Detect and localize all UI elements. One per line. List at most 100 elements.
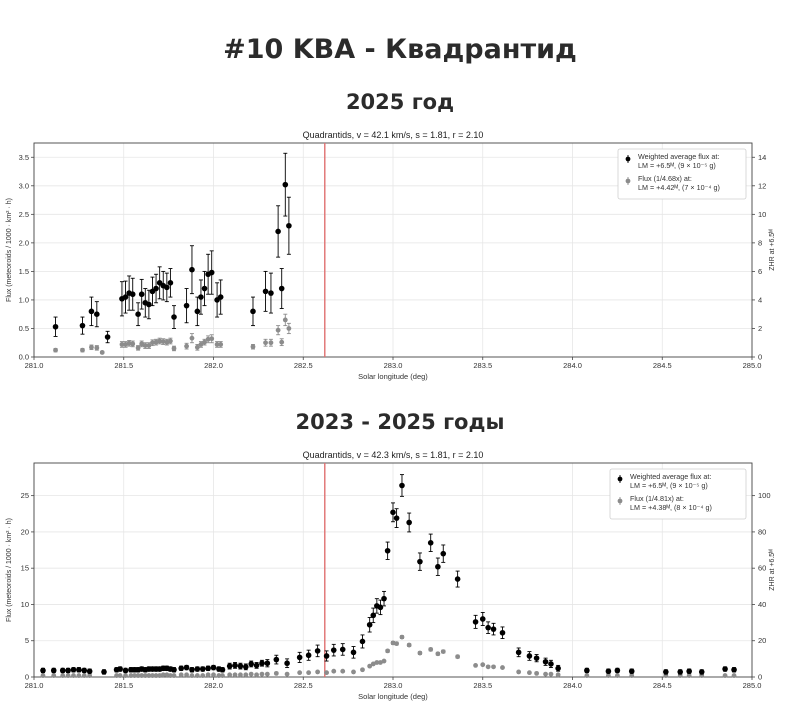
- data-point: [480, 662, 486, 668]
- x-tick-label: 282.0: [204, 681, 223, 690]
- data-point: [122, 667, 129, 674]
- data-point: [330, 647, 337, 653]
- data-point: [199, 666, 206, 672]
- x-tick-label: 284.5: [653, 361, 672, 370]
- data-point: [584, 667, 590, 674]
- data-point: [324, 670, 329, 676]
- data-point: [385, 648, 391, 654]
- data-point: [273, 656, 280, 663]
- y2-tick-label: 100: [758, 491, 771, 500]
- data-point: [606, 673, 611, 678]
- page-title: #10 KBA - Квадрантид: [223, 34, 577, 65]
- data-point: [273, 670, 279, 676]
- data-point: [164, 672, 170, 678]
- data-point: [250, 344, 256, 350]
- data-point: [238, 672, 243, 678]
- legend-label: Weighted average flux at:: [630, 472, 711, 481]
- data-point: [491, 664, 496, 670]
- y2-tick-label: 0: [758, 353, 762, 362]
- data-point: [351, 669, 356, 675]
- y2-tick-label: 80: [758, 527, 766, 536]
- y2-tick-label: 60: [758, 564, 766, 573]
- x-tick-label: 283.0: [384, 681, 403, 690]
- data-point: [104, 334, 111, 340]
- data-point: [548, 661, 554, 667]
- data-point: [485, 624, 491, 631]
- data-point: [227, 672, 233, 678]
- legend-marker: [617, 476, 623, 482]
- data-point: [499, 629, 506, 636]
- data-point: [243, 664, 249, 670]
- data-point: [390, 509, 396, 516]
- data-point: [80, 347, 85, 353]
- data-point: [614, 667, 621, 674]
- y-tick-label: 25: [21, 491, 29, 500]
- data-point: [282, 181, 289, 188]
- x-tick-label: 285.0: [743, 681, 762, 690]
- y-axis-label: Flux (meteoroids / 1000 · km² · h): [6, 198, 13, 302]
- data-point: [286, 326, 292, 331]
- data-point: [259, 671, 265, 677]
- data-point: [305, 652, 312, 659]
- x-tick-label: 283.0: [384, 361, 403, 370]
- data-point: [198, 294, 204, 300]
- data-point: [533, 655, 540, 661]
- data-point: [226, 663, 233, 669]
- data-point: [139, 673, 145, 678]
- x-tick-label: 281.5: [114, 361, 133, 370]
- data-point: [435, 563, 441, 570]
- data-point: [254, 672, 259, 678]
- data-point: [205, 672, 211, 678]
- data-point: [399, 482, 405, 489]
- data-point: [686, 668, 692, 674]
- data-point: [384, 547, 391, 554]
- data-point: [202, 339, 207, 345]
- y2-tick-label: 14: [758, 153, 766, 162]
- data-point: [722, 673, 728, 678]
- x-axis-label: Solar longitude (deg): [358, 692, 428, 701]
- data-point: [70, 666, 77, 673]
- data-point: [381, 658, 387, 664]
- data-point: [248, 661, 254, 667]
- data-point: [76, 673, 82, 678]
- data-point: [123, 673, 128, 678]
- y-tick-label: 15: [21, 564, 29, 573]
- legend-label-detail: LM = +6.5ᴹ, (9 × 10⁻⁵ g): [638, 161, 716, 170]
- data-point: [135, 345, 141, 351]
- data-point: [440, 550, 447, 557]
- data-point: [279, 339, 285, 345]
- data-point: [119, 342, 125, 347]
- data-point: [164, 284, 170, 291]
- data-point: [210, 664, 217, 671]
- data-point: [262, 288, 269, 295]
- data-point: [94, 311, 100, 317]
- data-point: [284, 660, 290, 667]
- data-point: [40, 667, 46, 674]
- data-point: [548, 671, 554, 677]
- data-point: [584, 673, 590, 678]
- data-point: [183, 302, 190, 309]
- legend-label-detail: LM = +4.42ᴹ, (7 × 10⁻⁴ g): [638, 183, 720, 192]
- data-point: [142, 343, 148, 348]
- data-point: [178, 672, 184, 678]
- y-tick-label: 2.5: [19, 210, 29, 219]
- data-point: [399, 634, 405, 640]
- chart-2023-2025: Quadrantids, v = 42.3 km/s, s = 1.81, r …: [0, 446, 800, 710]
- data-point: [194, 344, 200, 350]
- data-point: [94, 345, 100, 351]
- y-axis-label: Flux (meteoroids / 1000 · km² · h): [6, 518, 13, 622]
- data-point: [315, 669, 321, 675]
- data-point: [629, 673, 635, 678]
- data-point: [534, 670, 539, 676]
- data-point: [275, 228, 281, 235]
- data-point: [516, 669, 522, 675]
- x-tick-label: 284.5: [653, 681, 672, 690]
- x-tick-label: 281.0: [25, 361, 44, 370]
- y2-tick-label: 0: [758, 673, 762, 682]
- data-point: [130, 341, 136, 347]
- data-point: [157, 673, 163, 678]
- data-point: [171, 673, 177, 678]
- y-tick-label: 10: [21, 600, 29, 609]
- data-point: [731, 673, 737, 678]
- data-point: [555, 665, 561, 672]
